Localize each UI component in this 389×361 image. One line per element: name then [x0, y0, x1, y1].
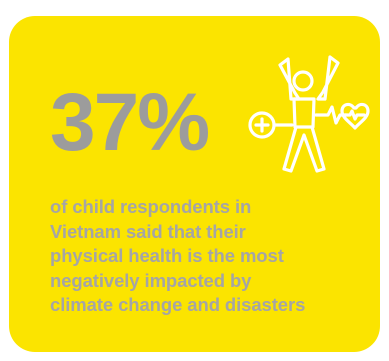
stat-value: 37%	[50, 77, 210, 168]
figure-legs-icon	[282, 125, 326, 173]
plus-sign-icon	[254, 117, 270, 133]
health-person-icon	[248, 55, 370, 173]
caption-line: climate change and disasters	[50, 294, 306, 315]
figure-left-arm-icon	[278, 57, 301, 101]
heartbeat-line-icon	[314, 105, 348, 125]
figure-head-icon	[292, 70, 314, 92]
infographic-card	[9, 16, 380, 352]
heart-icon	[340, 102, 370, 130]
caption-line: of child respondents in	[50, 196, 252, 217]
caption-line: negatively impacted by	[50, 269, 252, 291]
caption-line: Vietnam said that their	[50, 220, 246, 242]
heart-pulse-icon	[343, 109, 366, 121]
figure-right-arm-icon	[316, 55, 340, 101]
caption-line: physical health is the most	[50, 245, 284, 266]
figure-torso-icon	[292, 97, 316, 129]
caption-text: of child respondents in Vietnam said tha…	[50, 195, 370, 318]
